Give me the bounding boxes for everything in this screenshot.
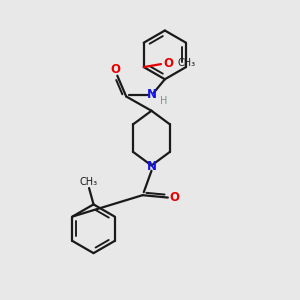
Text: O: O: [110, 63, 121, 76]
Text: O: O: [169, 191, 179, 204]
Text: CH₃: CH₃: [80, 176, 98, 187]
Text: CH₃: CH₃: [177, 58, 195, 68]
Text: N: N: [146, 160, 157, 173]
Text: H: H: [160, 96, 167, 106]
Text: O: O: [164, 57, 173, 70]
Text: N: N: [147, 88, 157, 101]
